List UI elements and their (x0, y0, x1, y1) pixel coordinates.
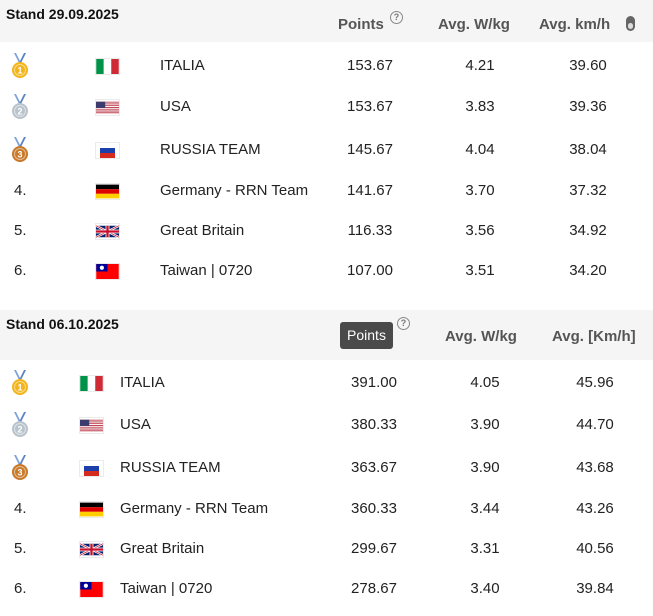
team-name[interactable]: RUSSIA TEAM (120, 459, 221, 476)
team-name[interactable]: USA (120, 416, 151, 433)
points-value: 360.33 (351, 500, 397, 517)
points-value: 145.67 (347, 141, 393, 158)
taiwan-flag-icon (96, 264, 119, 279)
kmh-value: 44.70 (576, 416, 614, 433)
uk-flag-icon (80, 542, 103, 557)
kmh-value: 37.32 (569, 182, 607, 199)
kmh-value: 38.04 (569, 141, 607, 158)
svg-text:2: 2 (17, 425, 22, 435)
points-value: 380.33 (351, 416, 397, 433)
points-value: 153.67 (347, 57, 393, 74)
silver-medal-icon: 2 (11, 94, 29, 120)
table2-col-wkg[interactable]: Avg. W/kg (445, 328, 517, 345)
wkg-value: 3.40 (470, 580, 500, 597)
kmh-value: 43.68 (576, 459, 614, 476)
wkg-value: 3.31 (470, 540, 500, 557)
germany-flag-icon (80, 502, 103, 517)
usa-flag-icon (80, 418, 103, 433)
points-value: 278.67 (351, 580, 397, 597)
rank-label: 6. (14, 262, 27, 279)
team-name[interactable]: ITALIA (120, 374, 165, 391)
kmh-value: 39.60 (569, 57, 607, 74)
wkg-value: 4.04 (465, 141, 495, 158)
team-name[interactable]: Great Britain (160, 222, 245, 239)
help-icon[interactable]: ? (390, 11, 403, 24)
rank-label: 4. (14, 182, 27, 199)
kmh-value: 40.56 (576, 540, 614, 557)
kmh-value: 39.36 (569, 98, 607, 115)
silver-medal-icon: 2 (11, 412, 29, 438)
bronze-medal-icon: 3 (11, 455, 29, 481)
team-name[interactable]: Taiwan | 0720 (160, 262, 253, 279)
gold-medal-icon: 1 (11, 53, 29, 79)
italy-flag-icon (96, 59, 119, 74)
uk-flag-icon (96, 224, 119, 239)
svg-text:2: 2 (17, 107, 22, 117)
bronze-medal-icon: 3 (11, 137, 29, 163)
germany-flag-icon (96, 184, 119, 199)
points-tooltip: Points (340, 322, 393, 349)
kmh-value: 45.96 (576, 374, 614, 391)
wkg-value: 3.90 (470, 416, 500, 433)
wkg-value: 3.56 (465, 222, 495, 239)
team-name[interactable]: USA (160, 98, 191, 115)
svg-text:3: 3 (17, 468, 22, 478)
kmh-value: 43.26 (576, 500, 614, 517)
kmh-value: 39.84 (576, 580, 614, 597)
wkg-value: 3.51 (465, 262, 495, 279)
svg-text:1: 1 (17, 66, 22, 76)
points-value: 141.67 (347, 182, 393, 199)
scroll-toggle-icon[interactable] (626, 16, 635, 31)
table2-title: Stand 06.10.2025 (6, 316, 119, 332)
table1-col-kmh[interactable]: Avg. km/h (539, 16, 611, 33)
wkg-value: 3.70 (465, 182, 495, 199)
table2-header (0, 310, 653, 360)
help-icon[interactable]: ? (397, 317, 410, 330)
rank-label: 5. (14, 540, 27, 557)
svg-text:1: 1 (17, 383, 22, 393)
wkg-value: 3.44 (470, 500, 500, 517)
points-value: 391.00 (351, 374, 397, 391)
kmh-value: 34.92 (569, 222, 607, 239)
points-value: 107.00 (347, 262, 393, 279)
gold-medal-icon: 1 (11, 370, 29, 396)
kmh-value: 34.20 (569, 262, 607, 279)
wkg-value: 4.05 (470, 374, 500, 391)
points-value: 299.67 (351, 540, 397, 557)
rank-label: 5. (14, 222, 27, 239)
wkg-value: 4.21 (465, 57, 495, 74)
svg-text:3: 3 (17, 150, 22, 160)
italy-flag-icon (80, 376, 103, 391)
points-value: 116.33 (347, 222, 393, 239)
team-name[interactable]: ITALIA (160, 57, 205, 74)
table2-col-kmh[interactable]: Avg. [Km/h] (552, 328, 636, 345)
team-name[interactable]: Germany - RRN Team (160, 182, 309, 199)
points-value: 363.67 (351, 459, 397, 476)
table1-title: Stand 29.09.2025 (6, 6, 119, 22)
rank-label: 6. (14, 580, 27, 597)
usa-flag-icon (96, 100, 119, 115)
team-name[interactable]: Germany - RRN Team (120, 500, 269, 517)
taiwan-flag-icon (80, 582, 103, 597)
team-name[interactable]: RUSSIA TEAM (160, 141, 261, 158)
russia-flag-icon (96, 143, 119, 158)
wkg-value: 3.83 (465, 98, 495, 115)
table1-col-points[interactable]: Points (338, 16, 384, 33)
wkg-value: 3.90 (470, 459, 500, 476)
points-value: 153.67 (347, 98, 393, 115)
rank-label: 4. (14, 500, 27, 517)
team-name[interactable]: Great Britain (120, 540, 205, 557)
russia-flag-icon (80, 461, 103, 476)
team-name[interactable]: Taiwan | 0720 (120, 580, 213, 597)
table1-col-wkg[interactable]: Avg. W/kg (438, 16, 510, 33)
table1-header (0, 0, 653, 42)
